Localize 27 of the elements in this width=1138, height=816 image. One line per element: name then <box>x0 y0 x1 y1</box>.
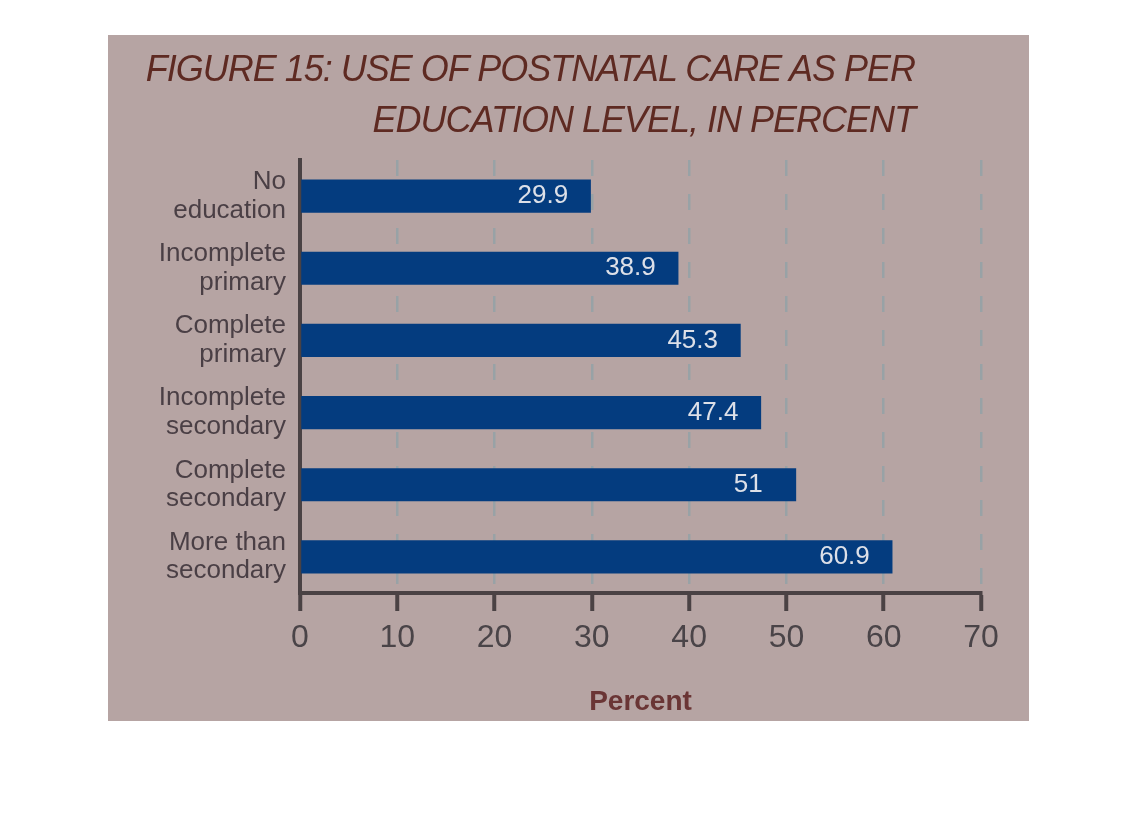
bar <box>301 540 893 574</box>
x-tick-label: 20 <box>476 618 513 655</box>
data-label: 51 <box>733 467 763 498</box>
y-tick-label: No education <box>173 164 286 224</box>
x-tick-label: 60 <box>865 618 902 655</box>
data-label: 47.4 <box>687 395 739 426</box>
y-tick-label: Incomplete secondary <box>158 381 286 441</box>
x-tick-label: 40 <box>671 618 707 655</box>
x-tick-label: 10 <box>379 618 416 655</box>
data-label: 45.3 <box>667 323 719 354</box>
data-label: 29.9 <box>517 179 569 210</box>
bar <box>301 179 591 213</box>
bar <box>301 251 679 285</box>
y-tick-label: Incomplete primary <box>158 237 286 296</box>
x-axis-title: Percent <box>589 684 692 716</box>
x-tick-label: 30 <box>574 618 610 655</box>
y-tick-label: More than secondary <box>166 525 286 585</box>
y-tick-label: Complete primary <box>174 309 286 368</box>
bar <box>301 468 797 502</box>
y-tick-label: Complete secondary <box>166 453 286 513</box>
bar <box>301 395 762 430</box>
data-label: 60.9 <box>819 540 870 571</box>
x-tick-label: 70 <box>963 618 999 655</box>
x-tick-label: 50 <box>768 618 805 655</box>
bar <box>301 323 741 358</box>
data-label: 38.9 <box>605 251 656 282</box>
x-tick-label: 0 <box>291 618 309 655</box>
